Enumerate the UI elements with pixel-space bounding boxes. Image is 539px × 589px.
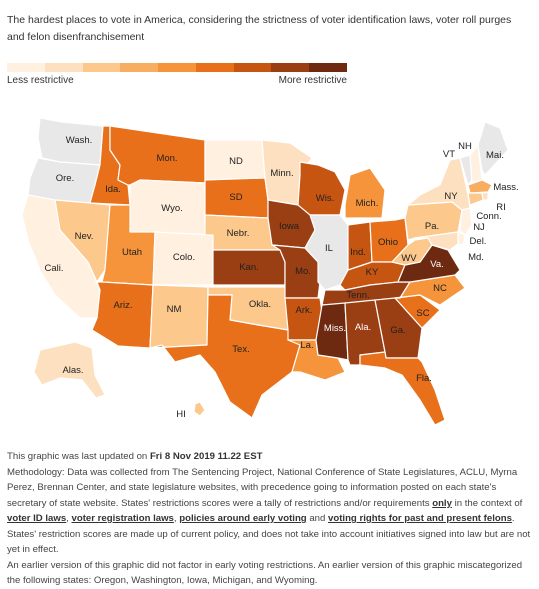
label-okla: Okla. — [249, 299, 271, 310]
methodology-part-3: . States' restriction scores are made up… — [7, 513, 531, 555]
legend-swatch — [195, 63, 234, 72]
label-del: Del. — [470, 236, 487, 247]
label-alas: Alas. — [62, 365, 83, 376]
state-nm[interactable] — [149, 284, 209, 349]
state-ny[interactable] — [407, 157, 471, 211]
legend-less-label: Less restrictive — [7, 75, 74, 86]
label-hi: HI — [176, 409, 186, 420]
state-hi[interactable] — [193, 401, 206, 417]
label-mich: Mich. — [356, 198, 379, 209]
state-mass[interactable] — [467, 179, 493, 194]
label-md: Md. — [468, 252, 484, 263]
label-colo: Colo. — [173, 252, 195, 263]
label-pa: Pa. — [425, 221, 439, 232]
felon-voting-rights-link[interactable]: voting rights for past and present felon… — [328, 513, 512, 524]
label-sd: SD — [229, 192, 242, 203]
label-minn: Minn. — [270, 168, 293, 179]
legend-swatch — [7, 63, 45, 72]
label-tenn: Tenn. — [346, 290, 369, 301]
label-utah: Utah — [122, 247, 142, 258]
legend: Less restrictive More restrictive — [7, 63, 348, 89]
methodology-text: Methodology: Data was collected from The… — [7, 465, 531, 558]
state-nev[interactable] — [54, 199, 111, 283]
state-del[interactable] — [457, 231, 466, 246]
methodology-part-2: in the context of — [451, 497, 523, 509]
label-la: La. — [300, 340, 313, 351]
label-fla: Fla. — [416, 373, 432, 384]
label-ky: KY — [366, 267, 379, 278]
legend-more-label: More restrictive — [278, 75, 347, 86]
map-subtitle: The hardest places to vote in America, c… — [7, 14, 512, 43]
label-nebr: Nebr. — [227, 228, 250, 239]
label-iowa: Iowa — [279, 221, 300, 232]
label-kan: Kan. — [239, 262, 259, 273]
legend-swatch — [44, 63, 83, 72]
separator-and: and — [306, 513, 329, 524]
state-conn[interactable] — [467, 192, 484, 206]
legend-swatch — [82, 63, 121, 72]
label-va: Va. — [430, 259, 444, 270]
separator-1: , — [66, 513, 72, 524]
label-nh: NH — [458, 141, 472, 152]
updated-date: Fri 8 Nov 2019 11.22 EST — [149, 451, 263, 462]
state-wv[interactable] — [391, 237, 433, 266]
methodology-footer: This graphic was last updated on Fri 8 N… — [7, 449, 531, 589]
legend-swatch — [120, 63, 159, 72]
label-wis: Wis. — [316, 193, 334, 204]
label-vt: VT — [443, 149, 455, 160]
label-mass: Mass. — [493, 182, 518, 193]
legend-swatch — [233, 63, 272, 72]
label-ny: NY — [444, 191, 458, 202]
correction-note: An earlier version of this graphic did n… — [7, 559, 523, 587]
label-cali: Cali. — [44, 263, 63, 274]
state-wis[interactable] — [297, 161, 346, 216]
state-mai[interactable] — [477, 121, 509, 176]
only-emphasis: only — [432, 497, 452, 509]
voter-id-laws-link[interactable]: voter ID laws — [7, 513, 67, 524]
label-wyo: Wyo. — [161, 203, 183, 214]
label-ri: RI — [496, 202, 506, 213]
label-ark: Ark. — [296, 305, 313, 316]
updated-line: This graphic was last updated on Fri 8 N… — [7, 449, 531, 465]
label-nj: NJ — [473, 222, 485, 233]
label-ida: Ida. — [105, 184, 121, 195]
state-md[interactable] — [414, 231, 459, 251]
state-tex[interactable] — [149, 294, 301, 419]
label-nm: NM — [167, 304, 182, 315]
label-ala: Ala. — [355, 322, 371, 333]
updated-prefix: This graphic was last updated on — [7, 451, 150, 462]
us-choropleth-map: Wash. Ore. Cali. Ida. Nev. Mon. Wyo. Uta… — [21, 117, 519, 426]
label-mo: Mo. — [295, 266, 311, 277]
legend-swatch — [271, 63, 310, 72]
methodology-part-1: Methodology: Data was collected from The… — [7, 466, 518, 509]
legend-swatch — [158, 63, 196, 72]
state-mich[interactable] — [344, 167, 386, 219]
label-il: IL — [325, 243, 333, 254]
label-sc: SC — [416, 308, 429, 319]
label-mon: Mon. — [156, 153, 177, 164]
label-nev: Nev. — [75, 231, 94, 242]
state-nj[interactable] — [459, 207, 473, 236]
label-ohio: Ohio — [378, 237, 398, 248]
label-miss: Miss. — [324, 323, 346, 334]
separator-2: , — [173, 513, 180, 524]
state-fla[interactable] — [359, 351, 446, 426]
label-wv: WV — [401, 253, 417, 264]
label-nd: ND — [229, 156, 243, 167]
voter-registration-laws-link[interactable]: voter registration laws — [71, 513, 174, 524]
label-ga: Ga. — [390, 325, 405, 336]
legend-color-scale — [7, 63, 348, 72]
label-conn: Conn. — [476, 211, 501, 222]
legend-swatch — [309, 63, 348, 72]
label-nc: NC — [433, 283, 447, 294]
label-mai: Mai. — [486, 150, 504, 161]
label-ariz: Ariz. — [114, 300, 133, 311]
label-ind: Ind. — [350, 247, 366, 258]
label-ore: Ore. — [56, 173, 74, 184]
label-wash: Wash. — [66, 135, 93, 146]
state-ariz[interactable] — [91, 281, 154, 349]
label-tex: Tex. — [232, 344, 249, 355]
state-alas[interactable] — [33, 341, 106, 399]
early-voting-link[interactable]: policies around early voting — [179, 513, 307, 524]
